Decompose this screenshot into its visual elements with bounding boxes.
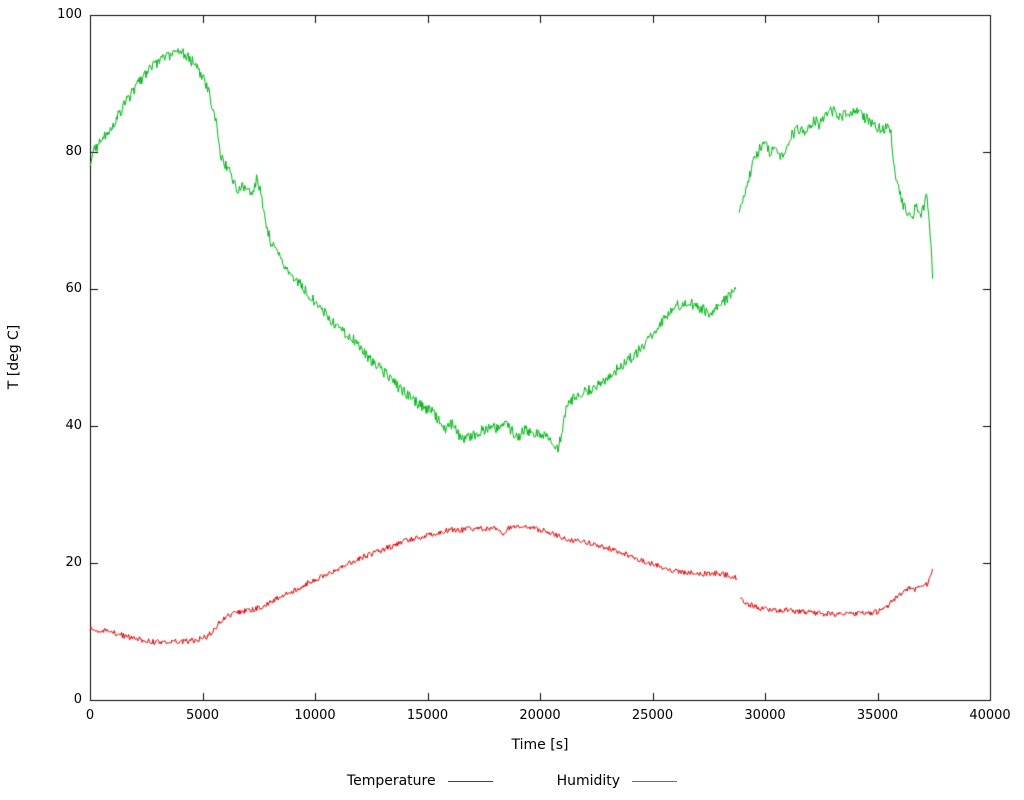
y-tick-label: 100 <box>57 7 82 22</box>
legend-entry: Humidity <box>556 772 678 789</box>
y-tick-label: 20 <box>65 555 82 570</box>
x-tick-label: 0 <box>85 708 95 723</box>
legend-label: Temperature <box>346 772 436 789</box>
x-tick-label: 10000 <box>294 708 336 723</box>
legend-line-swatch <box>632 781 678 782</box>
legend-label: Humidity <box>556 772 621 789</box>
legend-entry: Temperature <box>347 773 493 789</box>
x-axis-title: Time [s] <box>511 737 569 753</box>
x-tick-label: 30000 <box>744 708 786 723</box>
x-tick-label: 20000 <box>519 708 561 723</box>
x-tick-label: 35000 <box>856 708 899 723</box>
y-axis-title: T [deg C] <box>6 324 22 390</box>
x-tick-label: 25000 <box>631 708 674 723</box>
x-tick-label: 40000 <box>969 708 1011 723</box>
y-tick-label: 60 <box>65 281 82 296</box>
y-tick-label: 80 <box>65 144 82 159</box>
y-tick-label: 0 <box>73 692 82 707</box>
legend-line-swatch <box>447 781 493 782</box>
x-tick-label: 15000 <box>406 708 449 723</box>
legend: Temperature Humidity <box>0 770 1024 789</box>
y-tick-label: 40 <box>65 418 82 433</box>
x-tick-label: 5000 <box>185 708 220 723</box>
